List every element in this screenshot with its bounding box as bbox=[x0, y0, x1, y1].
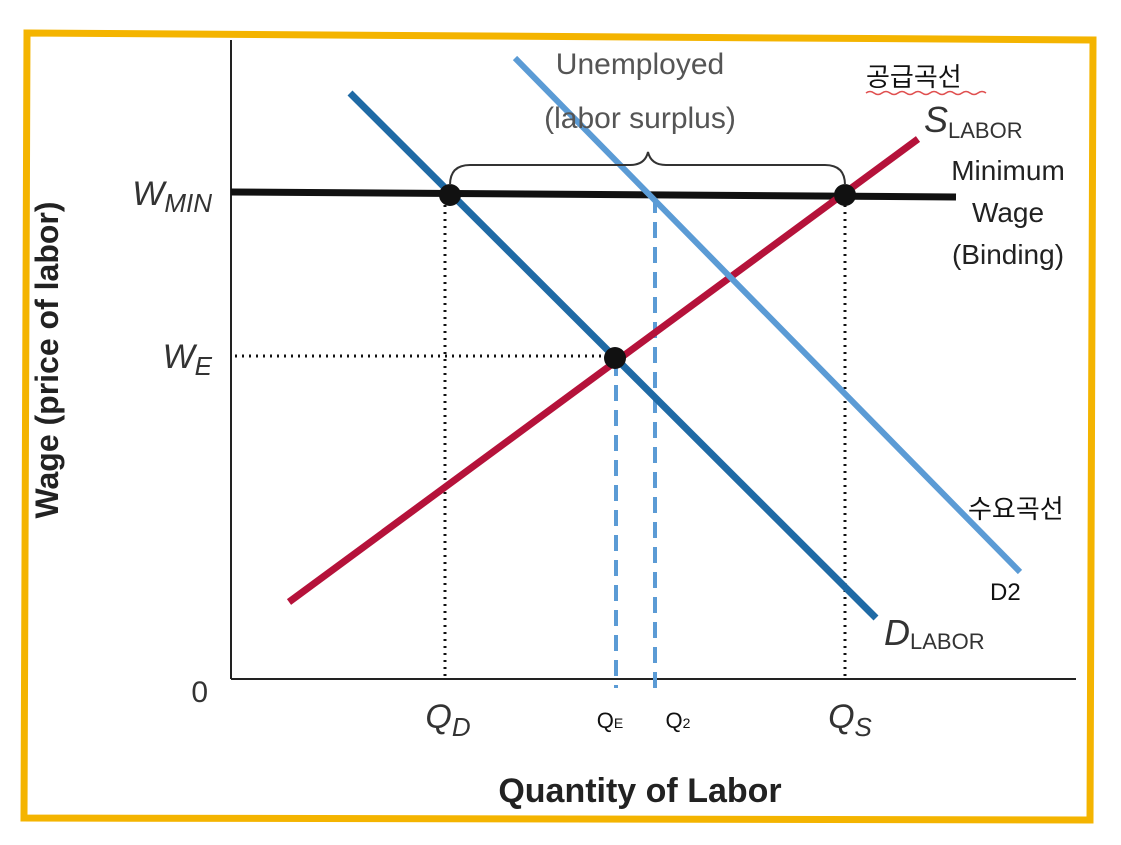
symbol: D bbox=[884, 612, 910, 653]
dashed-guides bbox=[614, 197, 657, 694]
frame bbox=[20, 29, 1097, 824]
quantity-label: QD bbox=[425, 698, 470, 742]
supply-label: SLABOR bbox=[924, 99, 1023, 143]
origin-label: 0 bbox=[191, 676, 208, 709]
wage-label: WMIN bbox=[132, 175, 212, 218]
symbol: S bbox=[924, 99, 948, 140]
subscript: E bbox=[614, 715, 623, 731]
subscript: 2 bbox=[683, 715, 691, 731]
y-axis-label: Wage (price of labor) bbox=[29, 201, 65, 518]
annotation: (Binding) bbox=[952, 239, 1064, 270]
supply-note: 공급곡선 bbox=[866, 62, 962, 92]
annotation: Unemployed bbox=[556, 48, 724, 81]
quantity-label: QE bbox=[597, 708, 623, 733]
demand2-note: 수요곡선 bbox=[968, 494, 1064, 524]
equilibrium-dot bbox=[604, 347, 626, 369]
subscript: S bbox=[855, 712, 873, 742]
symbol: Q bbox=[597, 708, 614, 733]
symbol: Q bbox=[828, 698, 854, 736]
demand2-label: D2 bbox=[990, 579, 1021, 606]
wage-label: WE bbox=[163, 338, 213, 381]
spellcheck-underline bbox=[865, 90, 987, 96]
symbol: W bbox=[163, 338, 198, 376]
symbol: Q bbox=[425, 698, 451, 736]
intersection-dot bbox=[834, 184, 856, 206]
x-axis-label: Quantity of Labor bbox=[498, 772, 781, 810]
subscript: LABOR bbox=[910, 629, 985, 654]
subscript: E bbox=[195, 351, 213, 381]
quantity-label: QS bbox=[828, 698, 872, 742]
intersection-dot bbox=[439, 184, 461, 206]
demand-label: DLABOR bbox=[884, 612, 985, 654]
annotation: (labor surplus) bbox=[544, 102, 736, 135]
annotation: Wage bbox=[972, 197, 1044, 228]
subscript: LABOR bbox=[948, 118, 1023, 143]
subscript: MIN bbox=[164, 188, 212, 218]
symbol: Q bbox=[666, 708, 683, 733]
guides bbox=[235, 198, 847, 676]
surplus-brace bbox=[449, 151, 846, 186]
annotation: Minimum bbox=[951, 155, 1065, 186]
subscript: D bbox=[452, 712, 471, 742]
demand2-curve bbox=[512, 55, 1023, 575]
symbol: W bbox=[132, 175, 167, 213]
supply-curve bbox=[286, 136, 921, 605]
quantity-label: Q2 bbox=[666, 708, 691, 733]
